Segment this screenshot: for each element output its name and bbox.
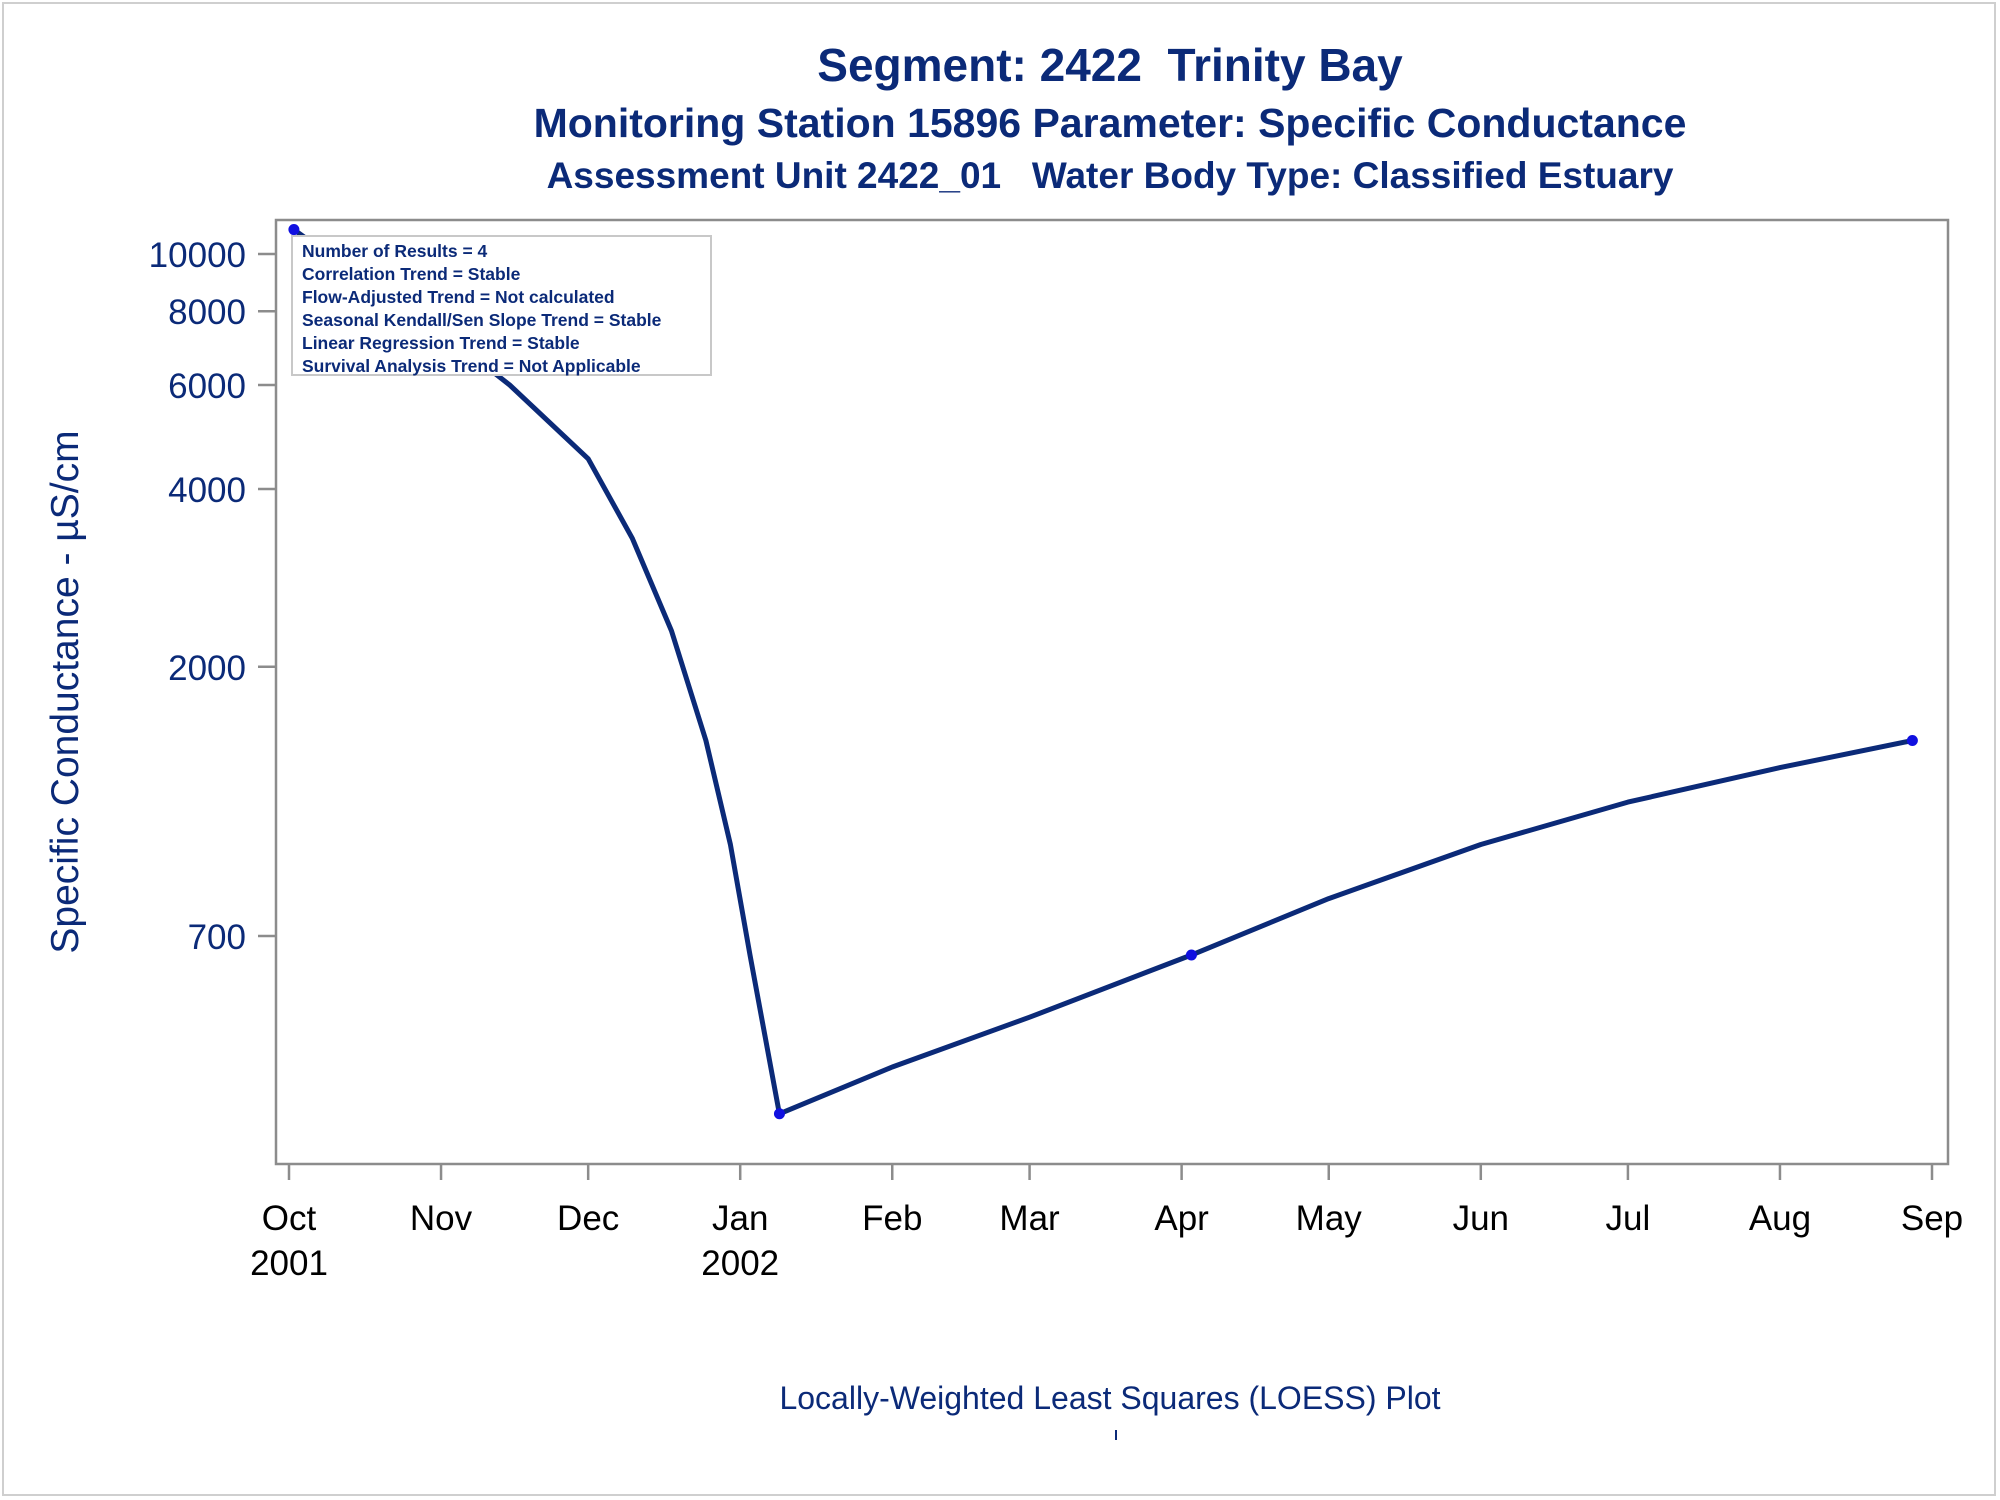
x-tick-label-dec: Dec <box>557 1199 619 1238</box>
chart-title: Segment: 2422 Trinity Bay <box>817 39 1403 91</box>
plot-area <box>274 218 1950 1166</box>
footnote-tick-mark <box>1115 1430 1117 1440</box>
data-point-1 <box>288 224 300 236</box>
x-axis: Oct 2001 Nov Dec Jan 2002 Feb Mar Apr May Jun Jul Au… <box>250 1164 1963 1283</box>
data-points <box>288 224 1918 1120</box>
x-tick-label-jul: Jul <box>1606 1199 1651 1238</box>
x-tick-label-jun: Jun <box>1453 1199 1509 1238</box>
plot-method-footnote: Locally-Weighted Least Squares (LOESS) P… <box>779 1380 1441 1416</box>
stat-survival-analysis-trend: Survival Analysis Trend = Not Applicable <box>302 356 641 376</box>
chart-subtitle: Monitoring Station 15896 Parameter: Spec… <box>533 100 1687 146</box>
stat-seasonal-kendall-trend: Seasonal Kendall/Sen Slope Trend = Stabl… <box>302 310 662 330</box>
x-tick-label-nov: Nov <box>410 1199 473 1238</box>
x-tick-year-2002: 2002 <box>701 1244 779 1283</box>
y-tick-label-8000: 8000 <box>168 293 246 332</box>
loess-line <box>292 227 1913 1117</box>
y-tick-label-700: 700 <box>188 918 246 957</box>
x-tick-label-jan: Jan <box>712 1199 768 1238</box>
trend-stats-box: Number of Results = 4 Correlation Trend … <box>291 235 712 376</box>
y-tick-label-6000: 6000 <box>168 367 246 406</box>
stat-number-of-results: Number of Results = 4 <box>302 241 488 261</box>
stat-correlation-trend: Correlation Trend = Stable <box>302 264 521 284</box>
y-tick-label-2000: 2000 <box>168 649 246 688</box>
data-point-2 <box>773 1108 785 1120</box>
chart-subtitle-2: Assessment Unit 2422_01 Water Body Type:… <box>546 155 1674 196</box>
y-tick-label-10000: 10000 <box>149 236 246 275</box>
x-tick-label-sep: Sep <box>1901 1199 1963 1238</box>
x-tick-label-aug: Aug <box>1749 1199 1811 1238</box>
x-tick-label-feb: Feb <box>862 1199 922 1238</box>
data-point-4 <box>1906 735 1918 747</box>
x-tick-label-mar: Mar <box>999 1199 1060 1238</box>
stat-linear-regression-trend: Linear Regression Trend = Stable <box>302 333 580 353</box>
x-tick-year-2001: 2001 <box>250 1244 328 1283</box>
y-axis: 700 2000 4000 6000 8000 10000 <box>149 236 276 957</box>
y-tick-label-4000: 4000 <box>168 471 246 510</box>
stat-flow-adjusted-trend: Flow-Adjusted Trend = Not calculated <box>302 287 615 307</box>
x-tick-label-may: May <box>1296 1199 1363 1238</box>
x-tick-label-apr: Apr <box>1154 1199 1209 1238</box>
y-axis-label: Specific Conductance - µS/cm <box>44 430 87 953</box>
x-tick-label-oct: Oct <box>262 1199 317 1238</box>
data-point-3 <box>1185 949 1197 961</box>
